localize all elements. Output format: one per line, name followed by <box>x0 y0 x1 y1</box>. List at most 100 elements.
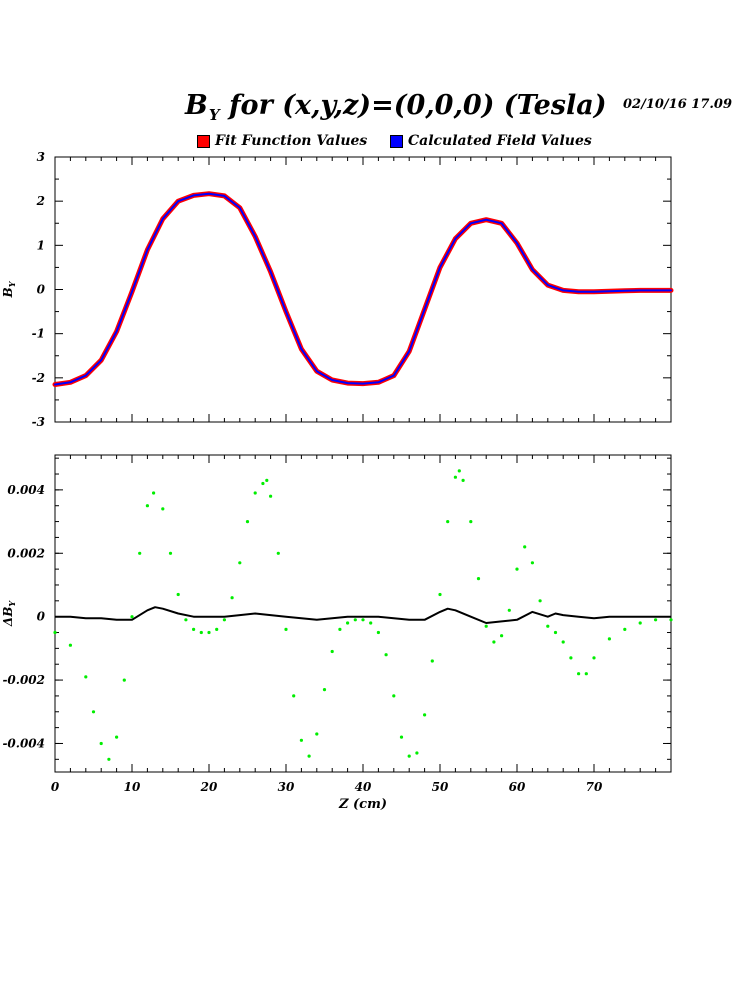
legend-item-calculated: Calculated Field Values <box>390 133 592 149</box>
green-point <box>192 627 196 632</box>
green-point <box>438 592 442 597</box>
green-point <box>369 621 373 625</box>
green-point <box>107 757 111 761</box>
green-point <box>415 751 419 755</box>
y-tick-label: -2 <box>32 371 45 385</box>
plot-frame-1 <box>54 454 672 773</box>
legend-label-calculated: Calculated Field Values <box>408 133 592 149</box>
green-point <box>315 732 319 736</box>
green-point <box>430 659 434 663</box>
green-point <box>330 649 334 654</box>
green-point <box>376 630 380 635</box>
green-point <box>453 475 457 479</box>
green-point <box>322 688 327 692</box>
green-point <box>446 520 450 524</box>
legend-label-fit: Fit Function Values <box>215 133 368 149</box>
green-point <box>476 577 481 581</box>
title-main: B <box>185 90 208 121</box>
x-tick-label: 50 <box>432 780 449 794</box>
timestamp: 02/10/16 17.09 <box>623 97 733 112</box>
green-point <box>145 504 149 508</box>
green-point <box>577 672 581 676</box>
green-point <box>538 599 542 603</box>
green-point <box>553 630 558 635</box>
green-point <box>353 618 357 622</box>
green-point <box>638 621 642 625</box>
green-point <box>523 545 527 549</box>
green-point <box>346 621 350 625</box>
green-point <box>423 713 427 717</box>
green-point <box>338 627 342 632</box>
green-point <box>115 735 119 739</box>
x-tick-label: 40 <box>355 780 372 794</box>
green-point <box>276 551 280 555</box>
green-point <box>361 618 365 622</box>
green-point <box>176 592 180 597</box>
green-point <box>265 478 269 482</box>
green-point <box>592 656 596 660</box>
series-line-calculated <box>54 192 672 386</box>
green-point <box>484 624 488 628</box>
y-tick-label: 0 <box>37 283 46 297</box>
green-point <box>607 637 612 641</box>
green-point <box>230 596 234 600</box>
green-point <box>461 478 465 482</box>
green-point <box>392 694 396 698</box>
y-tick-label: -0.002 <box>2 673 45 687</box>
x-tick-label: 20 <box>200 780 218 794</box>
title-rest: for (x,y,z)=(0,0,0) (Tesla) <box>219 90 607 121</box>
green-point <box>245 520 250 524</box>
legend-swatch-fit <box>197 134 210 148</box>
green-point <box>654 618 658 622</box>
green-point <box>215 627 219 632</box>
title-subscript: Y <box>208 106 220 124</box>
green-point <box>515 567 519 571</box>
green-point <box>168 551 173 555</box>
green-point <box>292 694 296 698</box>
green-point <box>161 507 165 511</box>
green-point <box>584 672 588 676</box>
y-tick-label: -3 <box>32 415 45 429</box>
legend-swatch-calculated <box>390 134 403 148</box>
x-tick-label: 70 <box>586 780 603 794</box>
green-point <box>307 754 311 758</box>
green-point <box>122 678 126 682</box>
x-tick-label: 0 <box>51 780 60 794</box>
green-point <box>238 561 242 565</box>
green-point <box>530 561 535 565</box>
green-point <box>269 494 273 498</box>
green-point <box>152 491 156 495</box>
green-point <box>399 735 404 739</box>
green-point <box>53 630 57 635</box>
green-point <box>91 710 96 714</box>
y-tick-label: 0.002 <box>7 546 45 560</box>
green-point <box>222 618 226 622</box>
green-point <box>68 643 72 647</box>
green-point <box>669 618 673 622</box>
green-point <box>261 481 265 486</box>
green-point <box>546 624 550 628</box>
series-line-fit <box>52 191 674 387</box>
green-point <box>207 630 211 635</box>
y-tick-label: -0.004 <box>2 736 45 750</box>
green-point <box>84 675 88 679</box>
y-tick-label: -1 <box>32 327 45 341</box>
green-point <box>199 630 203 635</box>
x-axis-label: Z (cm) <box>338 797 387 812</box>
green-point <box>507 608 511 612</box>
green-point <box>138 551 142 555</box>
y-axis-label-bottom: ΔBY <box>1 600 17 627</box>
green-point <box>407 754 411 758</box>
green-point <box>384 653 388 657</box>
green-point <box>623 627 627 632</box>
chart-title: BY for (x,y,z)=(0,0,0) (Tesla) <box>185 90 607 124</box>
green-point <box>457 469 461 473</box>
green-point <box>99 741 103 746</box>
black-series-line <box>55 606 671 624</box>
y-tick-label: 1 <box>37 238 45 252</box>
green-point <box>253 491 257 495</box>
green-point <box>284 627 288 632</box>
y-tick-label: 2 <box>36 194 45 208</box>
green-point <box>492 640 496 644</box>
